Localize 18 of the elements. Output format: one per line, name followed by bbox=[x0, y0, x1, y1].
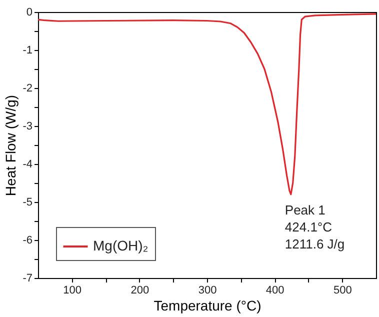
line-series bbox=[37, 13, 377, 196]
annotation: Peak 1 424.1°C 1211.6 J/g bbox=[284, 202, 345, 252]
x-axis-title: Temperature (°C) bbox=[154, 298, 262, 314]
legend-label: Mg(OH)₂ bbox=[93, 238, 148, 254]
y-tick-label: -5 bbox=[22, 196, 32, 208]
x-tick-label: 200 bbox=[130, 284, 150, 296]
y-tick-label: -3 bbox=[22, 120, 32, 132]
x-tick-label: 500 bbox=[334, 284, 352, 296]
x-tick-label: 400 bbox=[266, 284, 284, 296]
y-tick-label: -4 bbox=[22, 158, 32, 170]
y-tick-label: -2 bbox=[22, 82, 32, 94]
y-axis-title: Heat Flow (W/g) bbox=[2, 94, 19, 196]
x-tick-label: 300 bbox=[198, 284, 217, 296]
x-tick-label: 100 bbox=[63, 284, 82, 296]
y-tick-label: -6 bbox=[22, 234, 32, 246]
y-tick-label: -1 bbox=[22, 44, 32, 56]
y-tick-label: 0 bbox=[26, 6, 32, 18]
y-tick-label: -7 bbox=[22, 272, 32, 284]
